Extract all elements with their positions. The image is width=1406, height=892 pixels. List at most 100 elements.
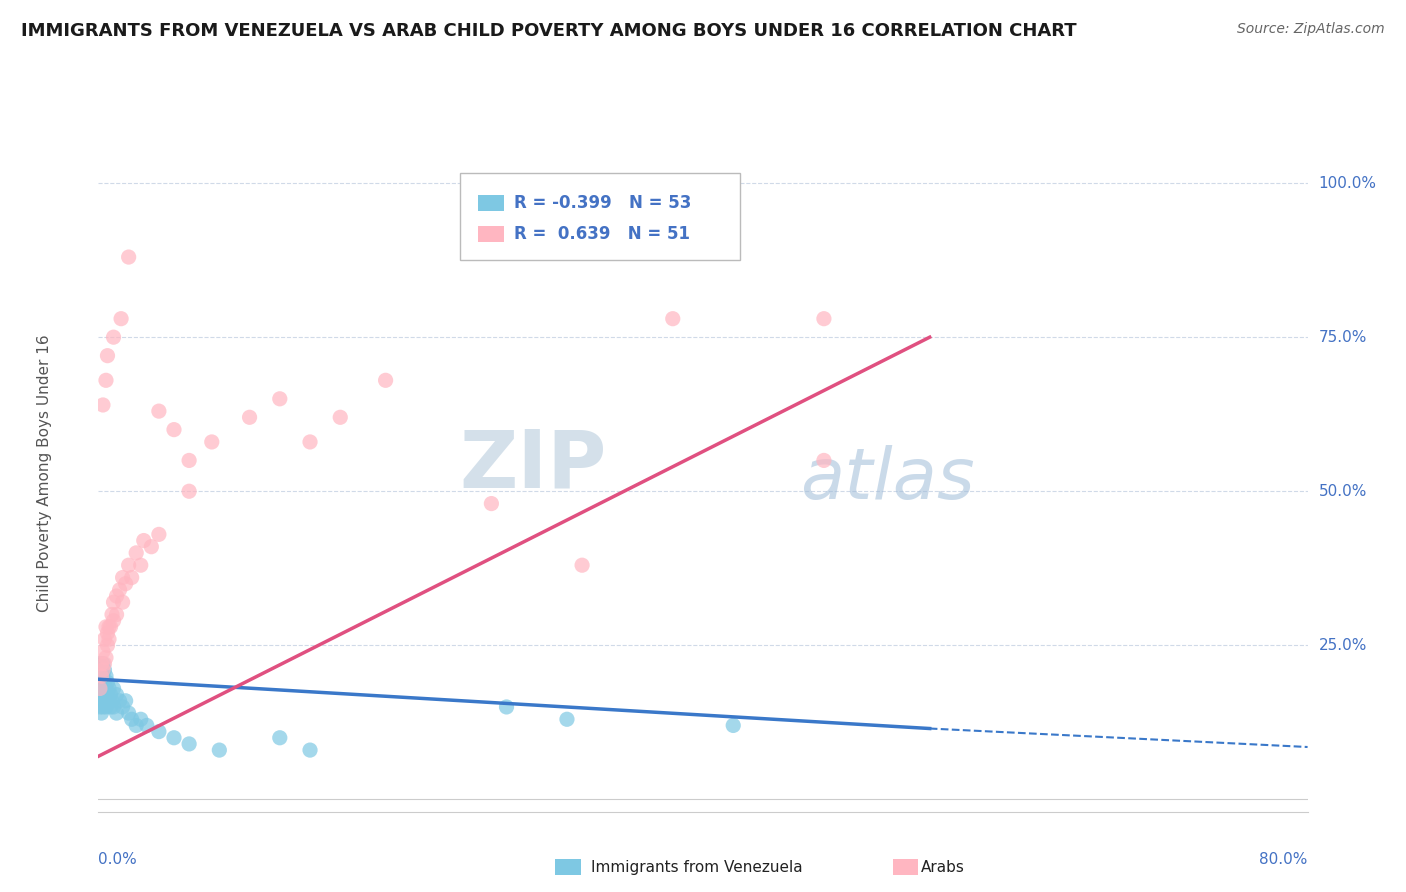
Point [90, 694, 112, 708]
Point [269, 731, 291, 745]
Point [91, 398, 114, 412]
Point [89, 688, 111, 702]
Text: Source: ZipAtlas.com: Source: ZipAtlas.com [1237, 22, 1385, 37]
Point [105, 688, 128, 702]
Point [101, 694, 124, 708]
Point [148, 404, 170, 418]
Point [91, 644, 114, 658]
Text: 0.0%: 0.0% [98, 853, 138, 867]
Point [108, 582, 131, 597]
Point [163, 731, 186, 745]
Point [90, 669, 112, 683]
Point [101, 607, 124, 622]
Point [94, 650, 117, 665]
Point [813, 311, 835, 326]
Point [118, 706, 141, 720]
Point [105, 589, 128, 603]
Point [100, 688, 122, 702]
Point [103, 614, 125, 628]
Point [100, 700, 122, 714]
Text: IMMIGRANTS FROM VENEZUELA VS ARAB CHILD POVERTY AMONG BOYS UNDER 16 CORRELATION : IMMIGRANTS FROM VENEZUELA VS ARAB CHILD … [21, 22, 1077, 40]
Point [93, 657, 115, 671]
Point [110, 311, 132, 326]
Point [105, 607, 128, 622]
Text: 50.0%: 50.0% [1319, 483, 1367, 499]
Point [89, 669, 111, 683]
Point [96, 349, 118, 363]
Point [89, 657, 111, 671]
Point [125, 718, 148, 732]
Point [96, 675, 118, 690]
Point [94, 681, 117, 696]
Point [93, 694, 115, 708]
Point [111, 700, 134, 714]
Text: Immigrants from Venezuela: Immigrants from Venezuela [591, 860, 803, 874]
Point [269, 392, 291, 406]
Point [91, 700, 114, 714]
Point [90, 663, 112, 677]
Point [114, 576, 136, 591]
Point [94, 620, 117, 634]
Text: 100.0%: 100.0% [1319, 176, 1376, 191]
Point [141, 540, 163, 554]
Point [118, 250, 141, 264]
Point [94, 694, 117, 708]
Point [89, 700, 111, 714]
Point [121, 712, 143, 726]
Point [96, 626, 118, 640]
Point [148, 527, 170, 541]
Point [103, 595, 125, 609]
Point [129, 558, 152, 573]
Point [555, 712, 578, 726]
Point [100, 620, 122, 634]
Text: atlas: atlas [800, 445, 974, 514]
Point [93, 688, 115, 702]
Point [177, 453, 201, 467]
Point [481, 497, 503, 511]
Point [135, 718, 157, 732]
Point [90, 681, 112, 696]
Text: R = -0.399   N = 53: R = -0.399 N = 53 [513, 194, 690, 211]
Point [94, 700, 117, 714]
Point [108, 694, 131, 708]
Point [148, 724, 170, 739]
Point [94, 373, 117, 387]
Point [96, 638, 118, 652]
Point [91, 663, 114, 677]
Point [103, 681, 125, 696]
Point [90, 657, 112, 671]
Point [118, 558, 141, 573]
Point [90, 675, 112, 690]
Point [98, 681, 121, 696]
Point [208, 743, 231, 757]
Point [132, 533, 155, 548]
Point [94, 669, 117, 683]
Point [495, 700, 517, 714]
Point [98, 632, 121, 647]
Point [125, 546, 148, 560]
Point [98, 694, 121, 708]
Point [121, 570, 143, 584]
Text: R =  0.639   N = 51: R = 0.639 N = 51 [513, 225, 689, 243]
Point [299, 434, 322, 449]
Text: 75.0%: 75.0% [1319, 330, 1367, 344]
Point [103, 330, 125, 344]
Point [299, 743, 322, 757]
Point [90, 706, 112, 720]
Point [93, 675, 115, 690]
Point [129, 712, 152, 726]
Point [93, 632, 115, 647]
Point [177, 484, 201, 499]
Point [98, 620, 121, 634]
Point [89, 681, 111, 696]
Point [96, 694, 118, 708]
Point [177, 737, 201, 751]
Point [105, 706, 128, 720]
Point [661, 311, 683, 326]
Text: ZIP: ZIP [458, 427, 606, 505]
Point [111, 595, 134, 609]
Text: 25.0%: 25.0% [1319, 638, 1367, 653]
Point [91, 657, 114, 671]
Point [111, 570, 134, 584]
Text: Arabs: Arabs [921, 860, 965, 874]
